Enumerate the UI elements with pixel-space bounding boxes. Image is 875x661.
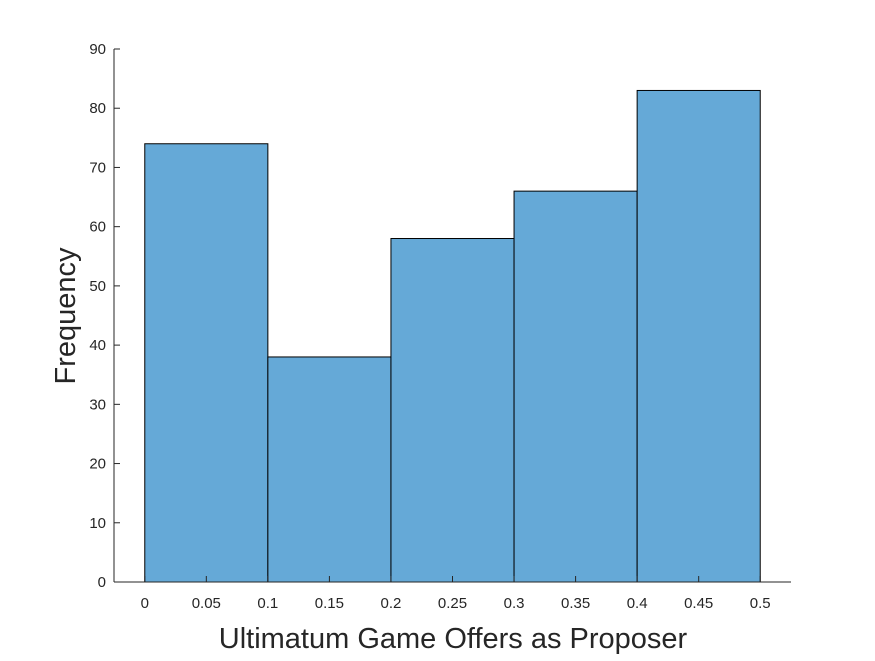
x-tick-label: 0.3 bbox=[504, 595, 525, 612]
y-axis-label: Frequency bbox=[50, 247, 82, 385]
bars-layer bbox=[144, 89, 761, 583]
y-tick-label: 0 bbox=[98, 574, 106, 591]
x-tick-label: 0 bbox=[141, 595, 149, 612]
y-tick-label: 10 bbox=[89, 515, 106, 532]
y-tick-label: 20 bbox=[89, 456, 106, 473]
histogram-bar-2 bbox=[267, 356, 392, 583]
y-tick-label: 30 bbox=[89, 396, 106, 413]
histogram-bar-1 bbox=[144, 143, 269, 583]
x-tick-label: 0.25 bbox=[438, 595, 467, 612]
x-tick-label: 0.2 bbox=[381, 595, 402, 612]
histogram-bar-3 bbox=[390, 238, 515, 583]
x-tick-label: 0.05 bbox=[192, 595, 221, 612]
y-tick-label: 80 bbox=[89, 100, 106, 117]
x-tick-label: 0.4 bbox=[627, 595, 648, 612]
x-tick-label: 0.1 bbox=[257, 595, 278, 612]
histogram-bar-4 bbox=[513, 190, 638, 583]
y-tick-label: 50 bbox=[89, 278, 106, 295]
y-tick-label: 40 bbox=[89, 337, 106, 354]
x-axis-label: Ultimatum Game Offers as Proposer bbox=[219, 623, 688, 655]
ticks-layer: 0 0.05 0.1 0.15 0.2 0.25 0.3 0.35 0.4 0.45 0.5 0 10 2… bbox=[89, 41, 770, 612]
y-tick-label: 60 bbox=[89, 219, 106, 236]
x-tick-label: 0.45 bbox=[684, 595, 713, 612]
y-tick-label: 70 bbox=[89, 159, 106, 176]
x-tick-label: 0.35 bbox=[561, 595, 590, 612]
x-tick-label: 0.5 bbox=[750, 595, 771, 612]
y-tick-label: 90 bbox=[89, 41, 106, 58]
x-tick-label: 0.15 bbox=[315, 595, 344, 612]
histogram-bar-5 bbox=[636, 89, 761, 583]
